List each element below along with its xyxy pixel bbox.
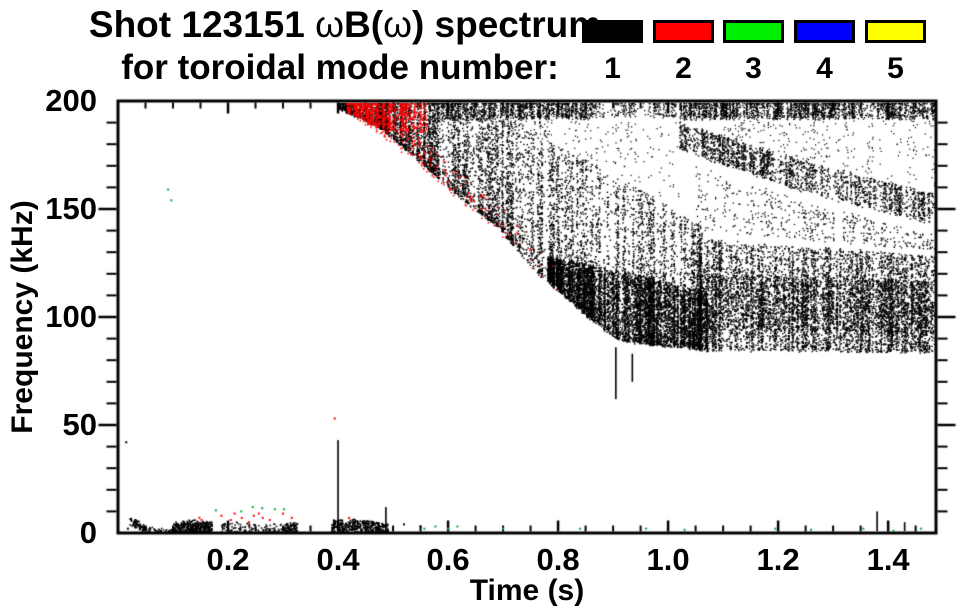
chart-title: Shot 123151 ωB(ω) spectrum [0, 4, 690, 46]
x-tick-label-0.6: 0.6 [426, 542, 470, 577]
x-tick-label-0.4: 0.4 [316, 542, 360, 577]
legend-swatch-mode-1 [582, 20, 643, 43]
x-tick-label-1.2: 1.2 [756, 542, 800, 577]
chart-subtitle: for toroidal mode number: [121, 48, 559, 87]
omega-icon-2: ω [383, 4, 412, 45]
legend-swatch-mode-2 [653, 20, 714, 43]
legend-label-mode-1: 1 [604, 52, 621, 85]
title-suffix: ) spectrum [411, 4, 602, 45]
title-prefix: Shot 123151 [88, 4, 316, 45]
y-tick-label-50: 50 [62, 407, 97, 442]
omega-icon: ω [315, 4, 345, 45]
x-tick-label-0.8: 0.8 [536, 542, 580, 577]
legend-label-mode-2: 2 [675, 52, 692, 85]
y-tick-label-200: 200 [45, 83, 97, 118]
title-mid: B( [344, 4, 384, 45]
legend-label-mode-4: 4 [816, 52, 833, 85]
legend-label-mode-3: 3 [745, 52, 762, 85]
y-tick-label-100: 100 [45, 299, 97, 334]
legend-swatch-mode-4 [794, 20, 855, 43]
y-tick-label-150: 150 [45, 191, 97, 226]
legend-swatch-mode-5 [865, 20, 926, 43]
y-tick-label-0: 0 [79, 515, 97, 550]
x-tick-label-1.4: 1.4 [866, 542, 910, 577]
legend-swatch-mode-3 [723, 20, 784, 43]
y-axis-title: Frequency (kHz) [6, 200, 39, 434]
legend-label-mode-5: 5 [887, 52, 904, 85]
x-tick-label-1.0: 1.0 [646, 542, 690, 577]
x-tick-label-0.2: 0.2 [206, 542, 250, 577]
x-axis-title: Time (s) [469, 574, 585, 607]
